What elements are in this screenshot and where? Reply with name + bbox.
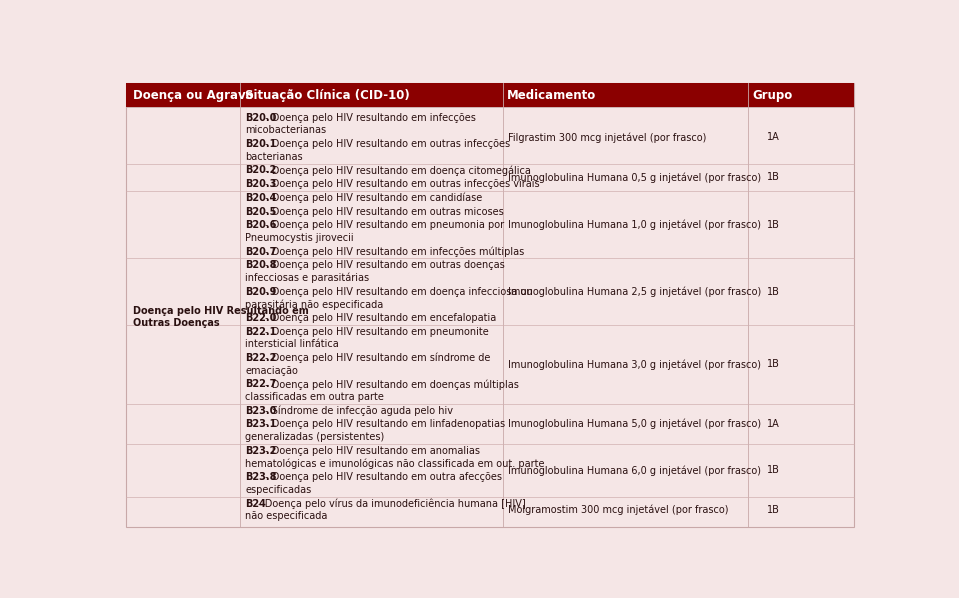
Text: B20.2: B20.2: [246, 166, 277, 175]
Text: - Doença pelo HIV resultando em pneumonite: - Doença pelo HIV resultando em pneumoni…: [262, 327, 488, 337]
Text: micobacterianas: micobacterianas: [246, 126, 327, 135]
Text: Situação Clínica (CID-10): Situação Clínica (CID-10): [245, 89, 409, 102]
Text: B23.1: B23.1: [246, 419, 277, 429]
Text: B20.9: B20.9: [246, 286, 277, 297]
Text: 1B: 1B: [766, 359, 780, 370]
Text: 1B: 1B: [766, 172, 780, 182]
Text: B23.2: B23.2: [246, 446, 277, 456]
Text: - Doença pelo HIV resultando em outras doenças: - Doença pelo HIV resultando em outras d…: [262, 260, 504, 270]
Text: B20.5: B20.5: [246, 206, 277, 216]
Text: B20.4: B20.4: [246, 193, 277, 203]
Text: Imunoglobulina Humana 5,0 g injetável (por frasco): Imunoglobulina Humana 5,0 g injetável (p…: [508, 419, 760, 429]
Text: - Doença pelo HIV resultando em infecções múltiplas: - Doença pelo HIV resultando em infecçõe…: [262, 246, 524, 257]
Text: - Doença pelo HIV resultando em doença infecciosa ou: - Doença pelo HIV resultando em doença i…: [262, 286, 532, 297]
Text: Imunoglobulina Humana 1,0 g injetável (por frasco): Imunoglobulina Humana 1,0 g injetável (p…: [508, 219, 760, 230]
Text: B20.1: B20.1: [246, 139, 277, 149]
Text: Filgrastim 300 mcg injetável (por frasco): Filgrastim 300 mcg injetável (por frasco…: [508, 132, 706, 142]
Text: especificadas: especificadas: [246, 485, 312, 495]
Text: - Doença pelo HIV resultando em outras infecções: - Doença pelo HIV resultando em outras i…: [262, 139, 510, 149]
Text: B22.7: B22.7: [246, 379, 277, 389]
Text: não especificada: não especificada: [246, 511, 328, 521]
Text: Imunoglobulina Humana 0,5 g injetável (por frasco): Imunoglobulina Humana 0,5 g injetável (p…: [508, 172, 760, 182]
Text: intersticial linfática: intersticial linfática: [246, 339, 339, 349]
Text: Doença ou Agravo: Doença ou Agravo: [133, 89, 254, 102]
Text: Pneumocystis jirovecii: Pneumocystis jirovecii: [246, 233, 354, 243]
Text: - Doença pelo HIV resultando em outras micoses: - Doença pelo HIV resultando em outras m…: [262, 206, 503, 216]
Text: B23.8: B23.8: [246, 472, 277, 482]
Text: classificadas em outra parte: classificadas em outra parte: [246, 392, 385, 402]
Text: - Doença pelo HIV resultando em outra afecções: - Doença pelo HIV resultando em outra af…: [262, 472, 502, 482]
Text: - Síndrome de infecção aguda pelo hiv: - Síndrome de infecção aguda pelo hiv: [262, 405, 453, 416]
Text: 1B: 1B: [766, 465, 780, 475]
Text: - Doença pelo HIV resultando em anomalias: - Doença pelo HIV resultando em anomalia…: [262, 446, 480, 456]
Text: Medicamento: Medicamento: [507, 89, 596, 102]
Text: B20.6: B20.6: [246, 220, 277, 230]
Text: - Doença pelo vírus da imunodeficiência humana [HIV]: - Doença pelo vírus da imunodeficiência …: [255, 498, 526, 509]
Text: - Doença pelo HIV resultando em linfadenopatias: - Doença pelo HIV resultando em linfaden…: [262, 419, 505, 429]
Bar: [126, 83, 854, 107]
Text: bacterianas: bacterianas: [246, 152, 303, 162]
Text: Imunoglobulina Humana 3,0 g injetável (por frasco): Imunoglobulina Humana 3,0 g injetável (p…: [508, 359, 760, 370]
Text: - Doença pelo HIV resultando em doença citomegálica: - Doença pelo HIV resultando em doença c…: [262, 165, 530, 176]
Text: parasitária não especificada: parasitária não especificada: [246, 299, 384, 310]
Text: B20.3: B20.3: [246, 179, 277, 189]
Text: 1B: 1B: [766, 219, 780, 230]
Text: B22.0: B22.0: [246, 313, 277, 323]
Text: generalizadas (persistentes): generalizadas (persistentes): [246, 432, 385, 442]
Text: emaciação: emaciação: [246, 366, 298, 376]
Text: - Doença pelo HIV resultando em infecções: - Doença pelo HIV resultando em infecçõe…: [262, 113, 476, 123]
Text: 1B: 1B: [766, 505, 780, 515]
Text: Imunoglobulina Humana 6,0 g injetável (por frasco): Imunoglobulina Humana 6,0 g injetável (p…: [508, 465, 760, 475]
Text: B20.7: B20.7: [246, 246, 277, 257]
Text: hematológicas e imunológicas não classificada em out. parte: hematológicas e imunológicas não classif…: [246, 458, 545, 469]
Text: Molgramostim 300 mcg injetável (por frasco): Molgramostim 300 mcg injetável (por fras…: [508, 505, 728, 515]
Text: Doença pelo HIV Resultando em
Outras Doenças: Doença pelo HIV Resultando em Outras Doe…: [132, 306, 308, 328]
Text: - Doença pelo HIV resultando em outras infecções virais: - Doença pelo HIV resultando em outras i…: [262, 179, 540, 189]
Text: Grupo: Grupo: [753, 89, 792, 102]
Text: Imunoglobulina Humana 2,5 g injetável (por frasco): Imunoglobulina Humana 2,5 g injetável (p…: [508, 286, 761, 297]
Text: 1A: 1A: [766, 419, 780, 429]
Text: infecciosas e parasitárias: infecciosas e parasitárias: [246, 273, 369, 283]
Text: 1B: 1B: [766, 286, 780, 297]
Text: B24: B24: [246, 499, 267, 508]
Text: B20.0: B20.0: [246, 113, 277, 123]
Text: - Doença pelo HIV resultando em síndrome de: - Doença pelo HIV resultando em síndrome…: [262, 353, 490, 364]
Text: B23.0: B23.0: [246, 406, 277, 416]
Text: - Doença pelo HIV resultando em encefalopatia: - Doença pelo HIV resultando em encefalo…: [262, 313, 496, 323]
Text: B22.2: B22.2: [246, 353, 277, 363]
Text: - Doença pelo HIV resultando em pneumonia por: - Doença pelo HIV resultando em pneumoni…: [262, 220, 504, 230]
Text: B22.1: B22.1: [246, 327, 277, 337]
Text: - Doença pelo HIV resultando em candidíase: - Doença pelo HIV resultando em candidía…: [262, 193, 482, 203]
Text: 1A: 1A: [766, 132, 780, 142]
Text: - Doença pelo HIV resultando em doenças múltiplas: - Doença pelo HIV resultando em doenças …: [262, 379, 519, 390]
Text: B20.8: B20.8: [246, 260, 277, 270]
